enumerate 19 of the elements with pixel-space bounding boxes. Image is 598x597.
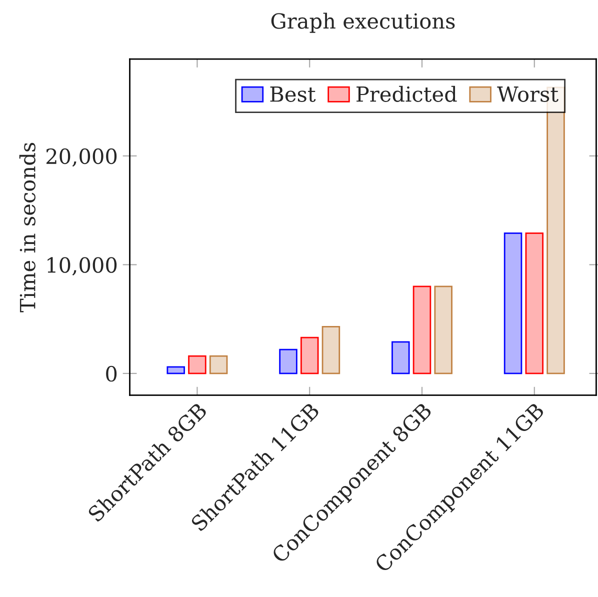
chart-title: Graph executions xyxy=(271,12,455,33)
y-tick-label: 0 xyxy=(106,366,117,382)
y-tick-label: 10,000 xyxy=(48,257,117,276)
bar xyxy=(279,348,298,374)
legend-label: Best xyxy=(270,86,316,102)
bar xyxy=(209,355,228,374)
bar xyxy=(504,232,522,374)
bar xyxy=(434,286,452,374)
bar xyxy=(166,366,185,374)
y-axis-title: Time in seconds xyxy=(19,142,36,312)
bar xyxy=(300,336,319,374)
bar xyxy=(392,341,410,374)
bar xyxy=(412,286,432,374)
legend-label: Predicted xyxy=(356,86,457,102)
legend-label: Worst xyxy=(497,86,558,102)
bar xyxy=(188,355,206,374)
y-tick-label: 20,000 xyxy=(46,148,117,167)
bar xyxy=(322,326,340,374)
bar xyxy=(525,232,544,374)
